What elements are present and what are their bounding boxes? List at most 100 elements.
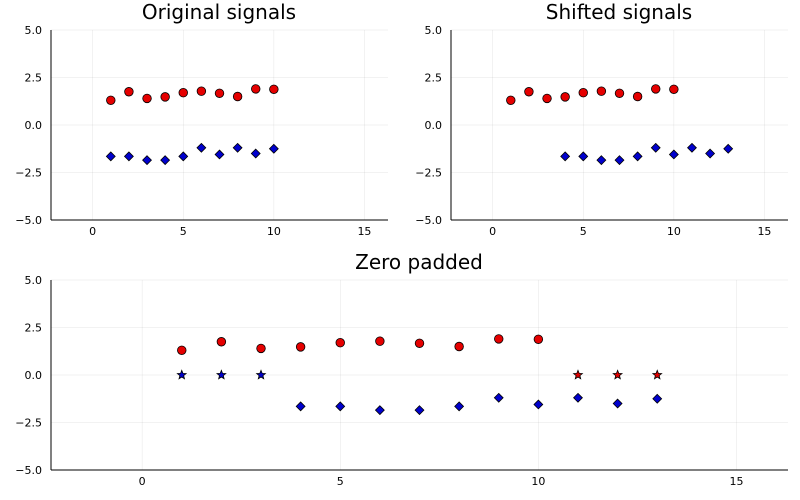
y-tick-label: 5.0 — [25, 24, 43, 37]
data-point-diamond — [196, 142, 207, 153]
data-point-circle — [542, 93, 552, 104]
data-point-diamond — [687, 142, 697, 153]
data-point-diamond — [142, 155, 152, 166]
data-point-diamond — [160, 155, 171, 166]
data-point-circle — [494, 334, 504, 344]
data-point-diamond — [178, 151, 189, 162]
x-tick-label: 5 — [180, 225, 187, 238]
data-point-diamond — [560, 151, 571, 162]
data-point-circle — [414, 338, 425, 348]
x-tick-label: 10 — [267, 225, 281, 238]
data-point-circle — [251, 84, 261, 94]
data-point-diamond — [493, 392, 504, 403]
data-point-circle — [596, 86, 607, 96]
data-point-circle — [214, 88, 225, 98]
x-tick-label: 5 — [580, 225, 587, 238]
y-tick-label: 0.0 — [425, 119, 443, 132]
data-point-diamond — [414, 405, 425, 416]
data-point-circle — [106, 95, 116, 106]
data-point-diamond — [573, 392, 583, 403]
data-point-circle — [335, 338, 345, 348]
y-tick-label: −5.0 — [15, 214, 42, 227]
data-point-circle — [560, 92, 570, 102]
data-point-diamond — [214, 149, 225, 160]
y-tick-label: 2.5 — [25, 322, 43, 335]
data-point-star — [255, 369, 267, 380]
y-tick-label: 0.0 — [25, 369, 43, 382]
data-point-circle — [506, 95, 516, 106]
y-tick-label: 2.5 — [25, 72, 43, 85]
data-point-circle — [269, 84, 279, 94]
data-point-circle — [216, 337, 227, 347]
data-point-diamond — [596, 155, 607, 166]
data-point-star — [572, 369, 584, 380]
data-point-circle — [295, 342, 306, 352]
data-point-diamond — [250, 148, 261, 159]
x-tick-label: 0 — [489, 225, 496, 238]
y-tick-label: −5.0 — [15, 464, 42, 477]
subplot-shifted-signals: Shifted signals 0 5 10 15 −5.0 −2.5 0.0 2.5 5.0 — [415, 0, 788, 238]
y-tick-label: 5.0 — [425, 24, 443, 37]
data-point-star — [176, 369, 188, 380]
y-tick-label: −5.0 — [415, 214, 442, 227]
data-point-diamond — [105, 151, 116, 162]
data-point-diamond — [295, 401, 306, 412]
x-tick-label: 15 — [757, 225, 771, 238]
x-tick-label: 0 — [89, 225, 96, 238]
data-point-circle — [177, 345, 187, 356]
data-point-diamond — [454, 401, 465, 412]
data-point-diamond — [232, 142, 243, 153]
chart-title: Shifted signals — [546, 0, 692, 24]
data-point-circle — [142, 93, 152, 104]
data-point-circle — [178, 87, 188, 98]
data-point-star — [612, 369, 624, 380]
data-point-circle — [160, 92, 170, 102]
data-point-circle — [124, 87, 134, 97]
y-tick-label: 2.5 — [425, 72, 443, 85]
data-point-circle — [614, 88, 625, 98]
data-point-diamond — [668, 149, 679, 160]
x-tick-label: 15 — [729, 475, 743, 488]
data-point-diamond — [612, 398, 623, 409]
x-tick-label: 15 — [357, 225, 371, 238]
data-point-diamond — [268, 143, 279, 154]
data-point-diamond — [632, 151, 643, 162]
data-point-diamond — [578, 151, 589, 162]
x-tick-label: 0 — [139, 475, 146, 488]
data-point-circle — [632, 91, 643, 102]
y-tick-label: −2.5 — [415, 167, 442, 180]
data-point-diamond — [614, 155, 625, 166]
x-tick-label: 10 — [667, 225, 681, 238]
data-point-diamond — [650, 142, 661, 153]
data-point-circle — [454, 341, 464, 352]
data-point-circle — [578, 87, 588, 98]
data-point-star — [651, 369, 663, 380]
data-point-star — [215, 369, 227, 380]
data-point-circle — [196, 86, 207, 96]
chart-title: Original signals — [142, 0, 296, 24]
chart-title: Zero padded — [355, 250, 483, 274]
subplot-original-signals: Original signals 0 5 10 15 −5.0 −2.5 0.0 2.5 5.0 — [15, 0, 388, 238]
data-point-circle — [533, 334, 544, 344]
data-point-diamond — [723, 143, 734, 154]
x-tick-label: 5 — [337, 475, 344, 488]
x-tick-label: 10 — [531, 475, 545, 488]
data-point-diamond — [123, 151, 134, 162]
data-point-diamond — [533, 399, 544, 410]
data-point-circle — [669, 84, 679, 94]
y-tick-label: −2.5 — [15, 417, 42, 430]
data-point-diamond — [374, 405, 385, 416]
data-point-diamond — [705, 148, 716, 159]
data-point-circle — [524, 87, 534, 97]
subplot-zero-padded: Zero padded 0 5 10 15 −5.0 −2.5 0.0 2.5 5.0 — [15, 250, 788, 488]
data-point-circle — [375, 336, 385, 346]
data-point-diamond — [652, 393, 663, 404]
y-tick-label: 5.0 — [25, 274, 43, 287]
y-tick-label: 0.0 — [25, 119, 43, 132]
data-point-circle — [256, 343, 266, 354]
data-point-circle — [232, 91, 243, 102]
y-tick-label: −2.5 — [15, 167, 42, 180]
data-point-diamond — [335, 401, 346, 412]
data-point-circle — [651, 84, 661, 94]
